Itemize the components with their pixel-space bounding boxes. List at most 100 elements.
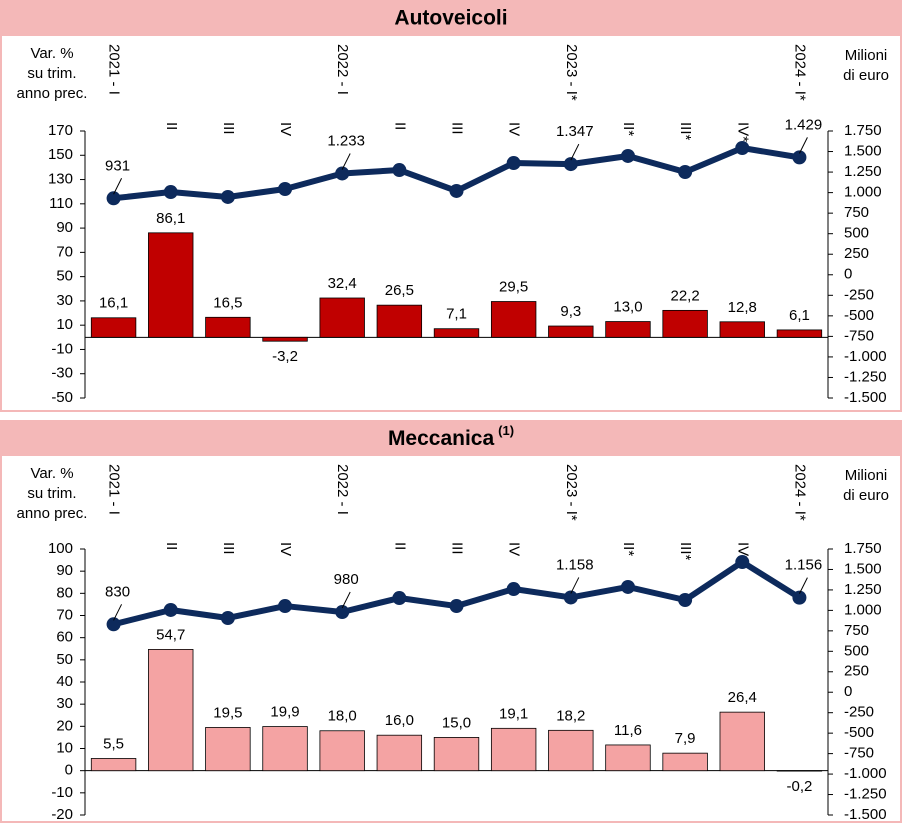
line-point: [678, 592, 693, 607]
panel-title: Meccanica (1): [388, 423, 514, 449]
line-point: [335, 166, 350, 181]
line-point: [392, 591, 407, 606]
line-label: 1.156: [785, 557, 823, 574]
x-tick-label: 2021 - I: [106, 464, 123, 515]
y2-tick-label: 0: [844, 683, 852, 700]
y2-tick-label: 750: [844, 204, 869, 221]
bar: [662, 309, 708, 338]
y-tick-label: 80: [56, 584, 73, 601]
y-tick-label: 60: [56, 629, 73, 646]
y2-tick-label: -1.000: [844, 765, 887, 782]
bar: [90, 317, 137, 338]
bar-label: 7,9: [675, 730, 696, 747]
bar-label: 6,1: [789, 307, 810, 324]
x-tick-label: IV: [506, 542, 523, 556]
line-point: [563, 157, 578, 172]
line-point: [735, 555, 750, 570]
y-tick-label: 70: [56, 243, 73, 260]
y-tick-label: -30: [51, 365, 73, 382]
x-tick-label: II*: [620, 122, 637, 136]
y-tick-label: 10: [56, 316, 73, 333]
line-point: [563, 590, 578, 605]
line-point: [792, 150, 807, 165]
y2-tick-label: -500: [844, 724, 874, 741]
bar-label: 16,5: [213, 294, 242, 311]
y-axis-label: Var. %: [30, 45, 73, 62]
line-label: 980: [334, 571, 359, 588]
bar: [262, 726, 308, 772]
bar: [205, 316, 251, 338]
label-leader: [570, 577, 580, 594]
panel-border: [0, 0, 902, 412]
y2-tick-label: -1.250: [844, 368, 887, 385]
label-leader: [341, 153, 351, 170]
y-axis-label: Var. %: [30, 465, 73, 482]
label-leader: [341, 591, 351, 609]
y2-axis-label: di euro: [843, 67, 889, 84]
y-tick-label: 130: [48, 171, 73, 188]
bar-label: 54,7: [156, 626, 185, 643]
y2-tick-label: 0: [844, 266, 852, 283]
line-point: [220, 189, 235, 204]
bar-label: 19,1: [499, 705, 528, 722]
y2-tick-label: -1.000: [844, 348, 887, 365]
y-tick-label: 0: [65, 762, 73, 779]
y-tick-label: -10: [51, 340, 73, 357]
bar: [490, 727, 537, 772]
bar-label: -0,2: [786, 778, 812, 795]
y-tick-label: 90: [56, 219, 73, 236]
bar: [148, 649, 194, 772]
line-point: [163, 602, 178, 617]
line-point: [278, 182, 293, 197]
y2-tick-label: -1.500: [844, 806, 887, 823]
x-tick-label: III: [220, 122, 237, 135]
line-label: 1.347: [556, 123, 594, 140]
bar: [433, 737, 480, 772]
label-leader: [570, 143, 580, 161]
title-note: (1): [498, 423, 514, 438]
y2-tick-label: 1.250: [844, 163, 882, 180]
y-tick-label: 100: [48, 540, 73, 557]
y2-tick-label: -250: [844, 286, 874, 303]
y2-axis-label: di euro: [843, 487, 889, 504]
bar: [548, 325, 594, 338]
bar: [548, 729, 594, 772]
y2-axis-label: Milioni: [845, 47, 888, 64]
line-label: 1.233: [327, 132, 365, 149]
line-label: 1.158: [556, 556, 594, 573]
label-leader: [113, 178, 123, 195]
x-tick-label: II: [391, 542, 408, 550]
y2-tick-label: 250: [844, 245, 869, 262]
y-axis-label: anno prec.: [17, 85, 88, 102]
x-tick-label: IV: [506, 122, 523, 136]
y2-tick-label: 1.750: [844, 122, 882, 139]
y2-tick-label: 1.500: [844, 143, 882, 160]
y-tick-label: 30: [56, 292, 73, 309]
x-tick-label: 2024 - I*: [791, 44, 808, 101]
bar-label: 26,4: [728, 689, 757, 706]
line-label: 1.429: [785, 116, 823, 133]
y-tick-label: 20: [56, 717, 73, 734]
line-point: [449, 599, 464, 614]
label-leader: [798, 137, 808, 154]
y-tick-label: 170: [48, 122, 73, 139]
line-point: [506, 156, 521, 171]
y-tick-label: 40: [56, 673, 73, 690]
title-text: Meccanica: [388, 427, 495, 450]
y-tick-label: 50: [56, 268, 73, 285]
y-tick-label: 50: [56, 651, 73, 668]
y2-tick-label: 250: [844, 663, 869, 680]
line-point: [220, 610, 235, 625]
x-tick-label: 2023 - I*: [563, 464, 580, 521]
x-tick-label: III: [449, 542, 466, 555]
bar-label: 19,5: [213, 704, 242, 721]
line-point: [278, 599, 293, 614]
bar-label: 12,8: [728, 299, 757, 316]
bar: [319, 297, 365, 338]
line-point: [678, 164, 693, 179]
x-tick-label: III*: [677, 122, 694, 141]
x-tick-label: 2023 - I*: [563, 44, 580, 101]
bar-label: 16,0: [385, 712, 414, 729]
bar: [376, 304, 423, 338]
